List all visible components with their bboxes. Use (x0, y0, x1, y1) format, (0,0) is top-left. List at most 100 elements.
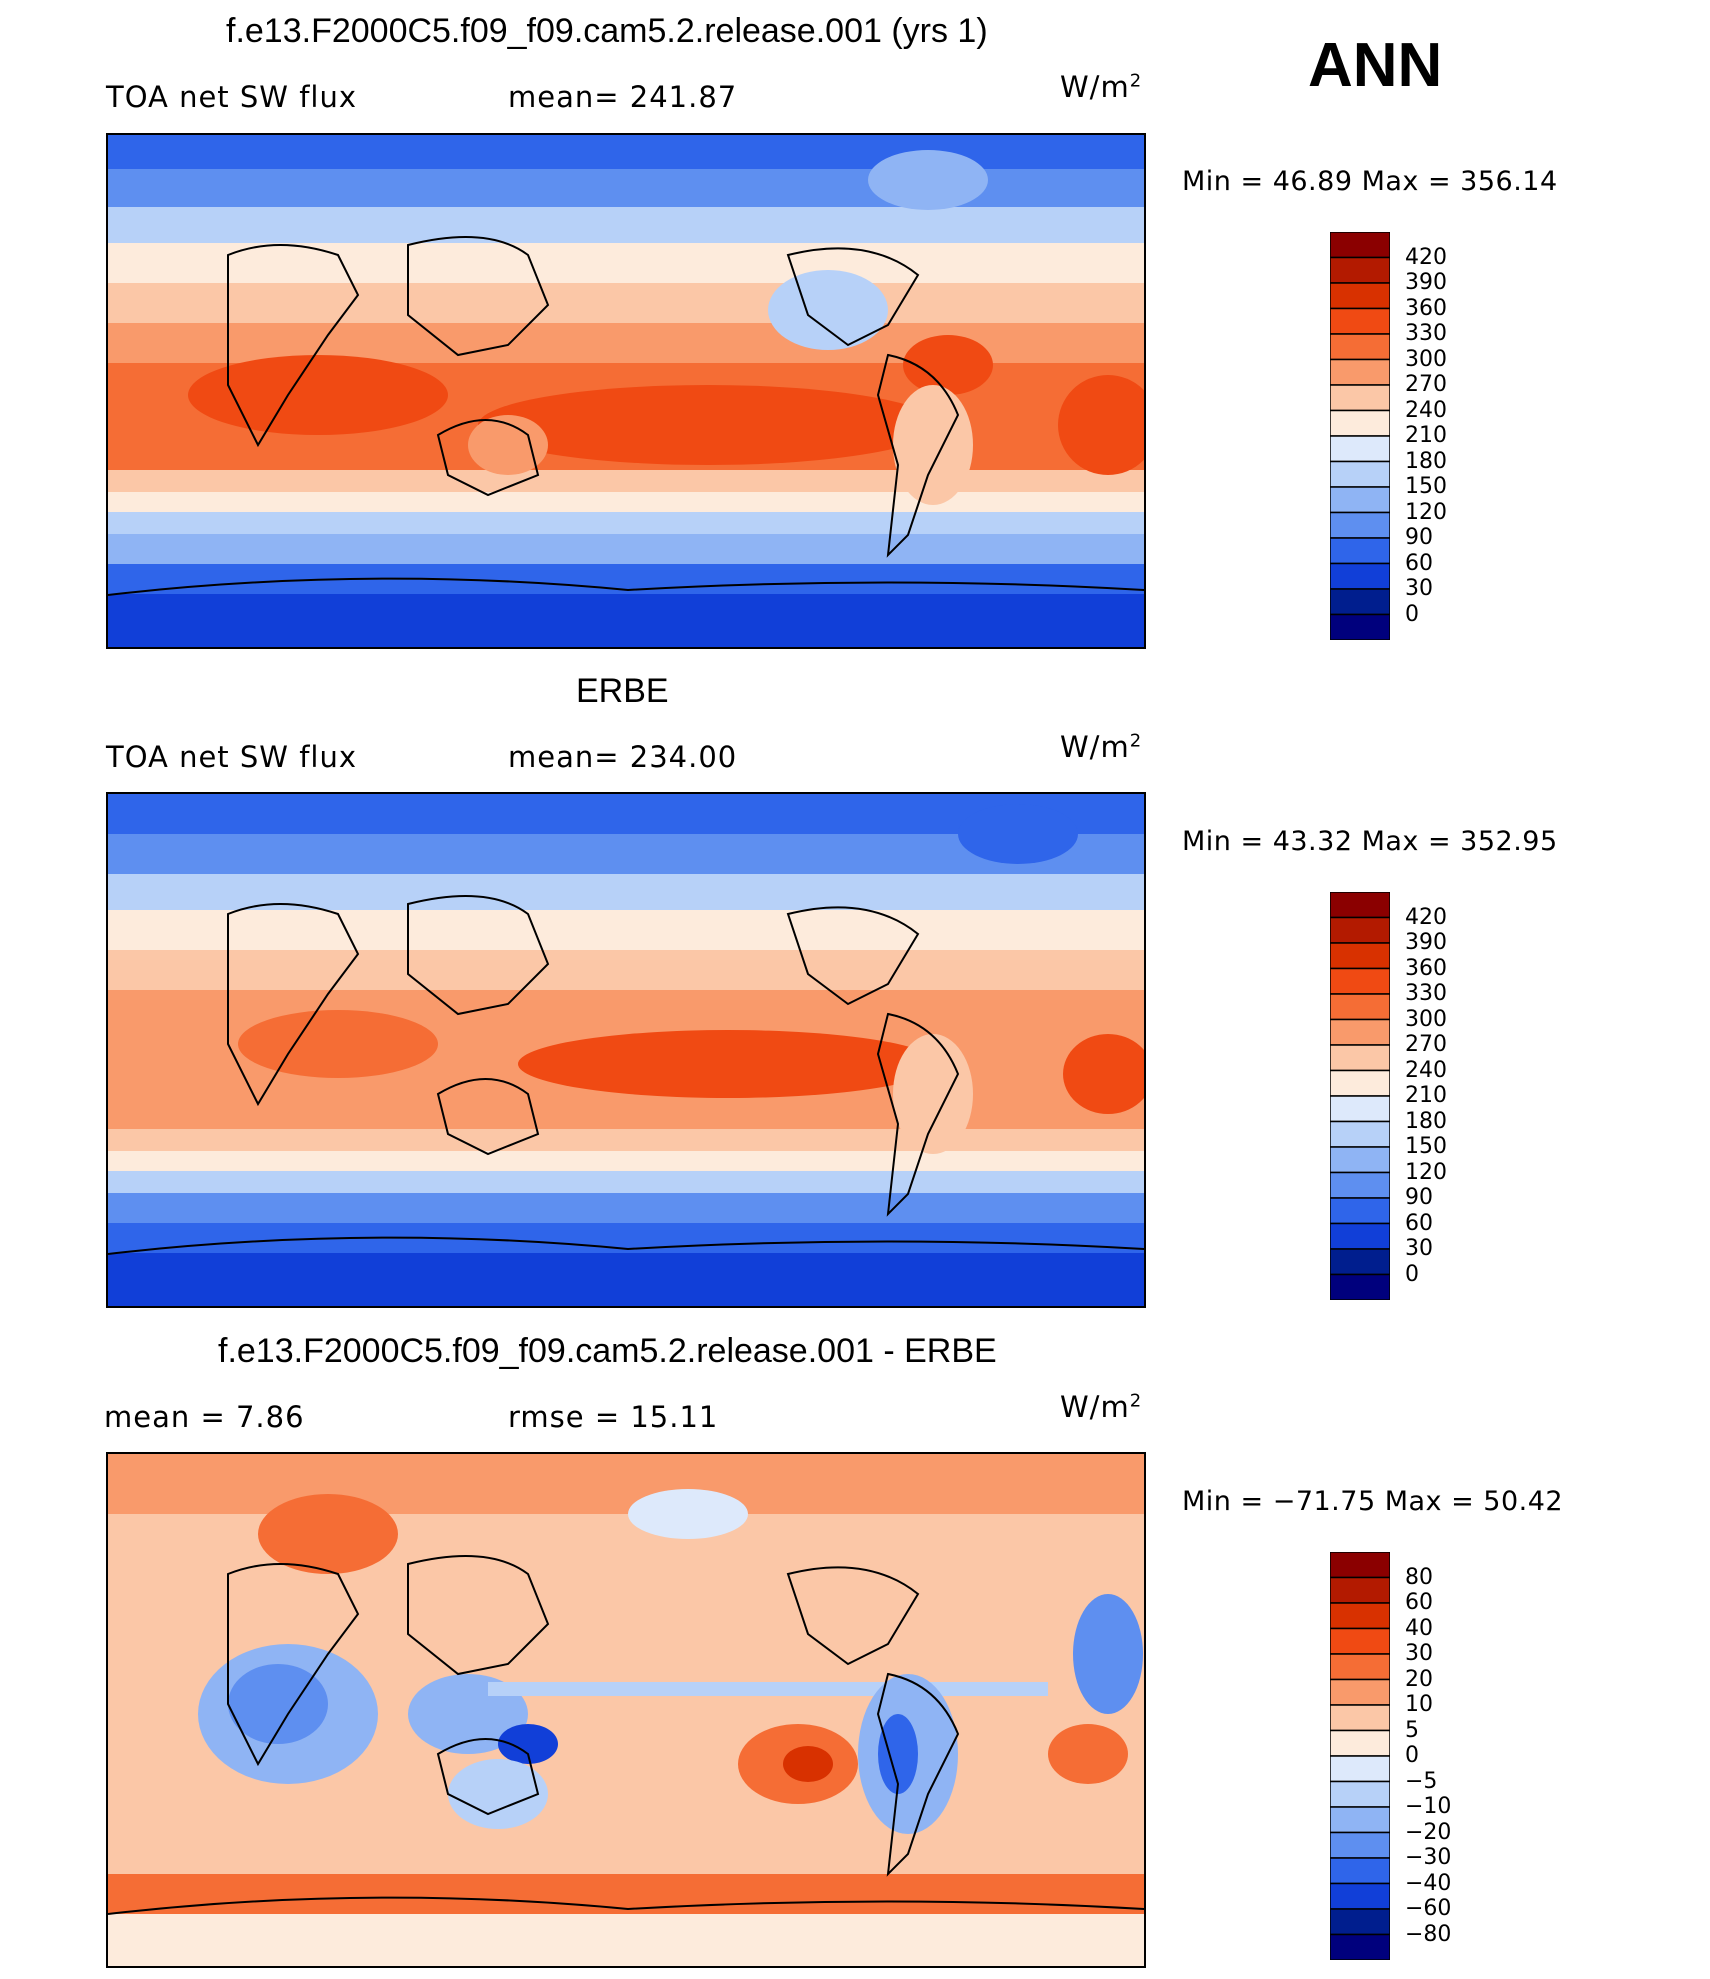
colorbar-swatch (1330, 892, 1390, 919)
season-label: ANN (1308, 31, 1443, 100)
colorbar-tick-label: 240 (1405, 1057, 1447, 1083)
colorbar-swatch (1330, 1044, 1390, 1072)
colorbar-tick-label: 270 (1405, 1032, 1447, 1057)
colorbar-swatch (1330, 1095, 1390, 1123)
colorbar-tick-label: −10 (1405, 1794, 1452, 1819)
colorbar-tick-label: −30 (1405, 1845, 1452, 1870)
colorbar-tick-label: 120 (1405, 499, 1447, 525)
panel-3-map-svg (108, 1454, 1144, 1966)
colorbar-tick-label: 300 (1405, 1006, 1447, 1032)
colorbar-tick-label: 300 (1405, 346, 1447, 372)
colorbar-tick-label: 30 (1405, 576, 1433, 601)
colorbar-tick-label: 210 (1405, 1083, 1447, 1108)
colorbar-tick-label: 10 (1405, 1692, 1433, 1717)
colorbar-tick-label: 360 (1405, 295, 1447, 321)
panel-2-colorbar-svg (1330, 892, 1390, 1300)
panel-3-mean-label: mean = 7.86 (104, 1400, 305, 1434)
panel-1-colorbar-svg (1330, 232, 1390, 640)
colorbar-swatch (1330, 256, 1390, 284)
colorbar-tick-label: 270 (1405, 372, 1447, 397)
colorbar-swatch (1330, 562, 1390, 590)
colorbar-swatch (1330, 1146, 1390, 1174)
panel-2-title: ERBE (576, 672, 669, 710)
panel-1-map-svg (108, 135, 1144, 647)
colorbar-swatch (1330, 1908, 1390, 1936)
colorbar-swatch (1330, 1755, 1390, 1783)
colorbar-tick-label: 0 (1405, 1261, 1419, 1287)
colorbar-swatch (1330, 1552, 1390, 1579)
colorbar-swatch (1330, 1678, 1390, 1706)
panel-2-min-max: Min = 43.32 Max = 352.95 (1182, 826, 1558, 857)
colorbar-tick-label: 390 (1405, 270, 1447, 295)
colorbar-swatch (1330, 993, 1390, 1021)
colorbar-swatch (1330, 588, 1390, 616)
colorbar-tick-label: 330 (1405, 981, 1447, 1006)
panel-3-colorbar-svg (1330, 1552, 1390, 1960)
colorbar-tick-label: 330 (1405, 321, 1447, 346)
colorbar-tick-label: 60 (1405, 550, 1433, 576)
colorbar-tick-label: 150 (1405, 1134, 1447, 1159)
panel-1-units: W/m2 (1060, 70, 1143, 104)
colorbar-tick-label: 90 (1405, 525, 1433, 550)
colorbar-swatch (1330, 1120, 1390, 1148)
colorbar-swatch (1330, 1857, 1390, 1885)
panel-1-title: f.e13.F2000C5.f09_f09.cam5.2.release.001… (226, 12, 988, 50)
panel-2-map (106, 792, 1146, 1308)
colorbar-swatch (1330, 1933, 1390, 1960)
colorbar-swatch (1330, 1576, 1390, 1604)
colorbar-tick-label: −60 (1405, 1896, 1452, 1921)
colorbar-tick-label: 180 (1405, 1108, 1447, 1134)
colorbar-tick-label: 60 (1405, 1590, 1433, 1615)
colorbar-tick-label: −5 (1405, 1768, 1438, 1794)
panel-3-colorbar (1330, 1552, 1390, 1960)
colorbar-swatch (1330, 1273, 1390, 1300)
panel-2-mean-label: mean= 234.00 (508, 740, 738, 774)
panel-1-variable-label: TOA net SW flux (106, 80, 358, 114)
colorbar-swatch (1330, 967, 1390, 995)
colorbar-swatch (1330, 1222, 1390, 1250)
panel-2-units: W/m2 (1060, 730, 1143, 764)
colorbar-swatch (1330, 307, 1390, 335)
colorbar-tick-label: 0 (1405, 1743, 1419, 1768)
colorbar-swatch (1330, 486, 1390, 514)
colorbar-swatch (1330, 282, 1390, 310)
colorbar-tick-label: 30 (1405, 1641, 1433, 1666)
colorbar-swatch (1330, 1882, 1390, 1910)
colorbar-swatch (1330, 916, 1390, 944)
colorbar-tick-label: 120 (1405, 1159, 1447, 1185)
colorbar-swatch (1330, 409, 1390, 437)
colorbar-swatch (1330, 1653, 1390, 1681)
colorbar-tick-label: 20 (1405, 1666, 1433, 1692)
colorbar-tick-label: 80 (1405, 1564, 1433, 1590)
colorbar-swatch (1330, 232, 1390, 259)
colorbar-tick-label: 5 (1405, 1717, 1419, 1743)
colorbar-tick-label: −80 (1405, 1921, 1452, 1947)
colorbar-swatch (1330, 1806, 1390, 1834)
panel-3-map (106, 1452, 1146, 1968)
colorbar-swatch (1330, 511, 1390, 539)
colorbar-swatch (1330, 1197, 1390, 1225)
colorbar-swatch (1330, 942, 1390, 970)
colorbar-swatch (1330, 384, 1390, 412)
colorbar-tick-label: 420 (1405, 904, 1447, 930)
panel-1-map (106, 133, 1146, 649)
colorbar-swatch (1330, 358, 1390, 386)
panel-2-map-svg (108, 794, 1144, 1306)
colorbar-swatch (1330, 1627, 1390, 1655)
colorbar-swatch (1330, 1018, 1390, 1046)
colorbar-tick-label: 150 (1405, 474, 1447, 499)
colorbar-swatch (1330, 1780, 1390, 1808)
colorbar-swatch (1330, 1069, 1390, 1097)
colorbar-tick-label: −20 (1405, 1819, 1452, 1845)
colorbar-tick-label: 180 (1405, 448, 1447, 474)
colorbar-tick-label: 30 (1405, 1236, 1433, 1261)
colorbar-tick-label: 0 (1405, 601, 1419, 627)
colorbar-swatch (1330, 435, 1390, 463)
colorbar-tick-label: 60 (1405, 1210, 1433, 1236)
panel-3-units: W/m2 (1060, 1390, 1143, 1424)
colorbar-tick-label: 210 (1405, 423, 1447, 448)
panel-2-variable-label: TOA net SW flux (106, 740, 358, 774)
panel-3-rmse-label: rmse = 15.11 (508, 1400, 719, 1434)
colorbar-swatch (1330, 1602, 1390, 1630)
colorbar-tick-label: 360 (1405, 955, 1447, 981)
